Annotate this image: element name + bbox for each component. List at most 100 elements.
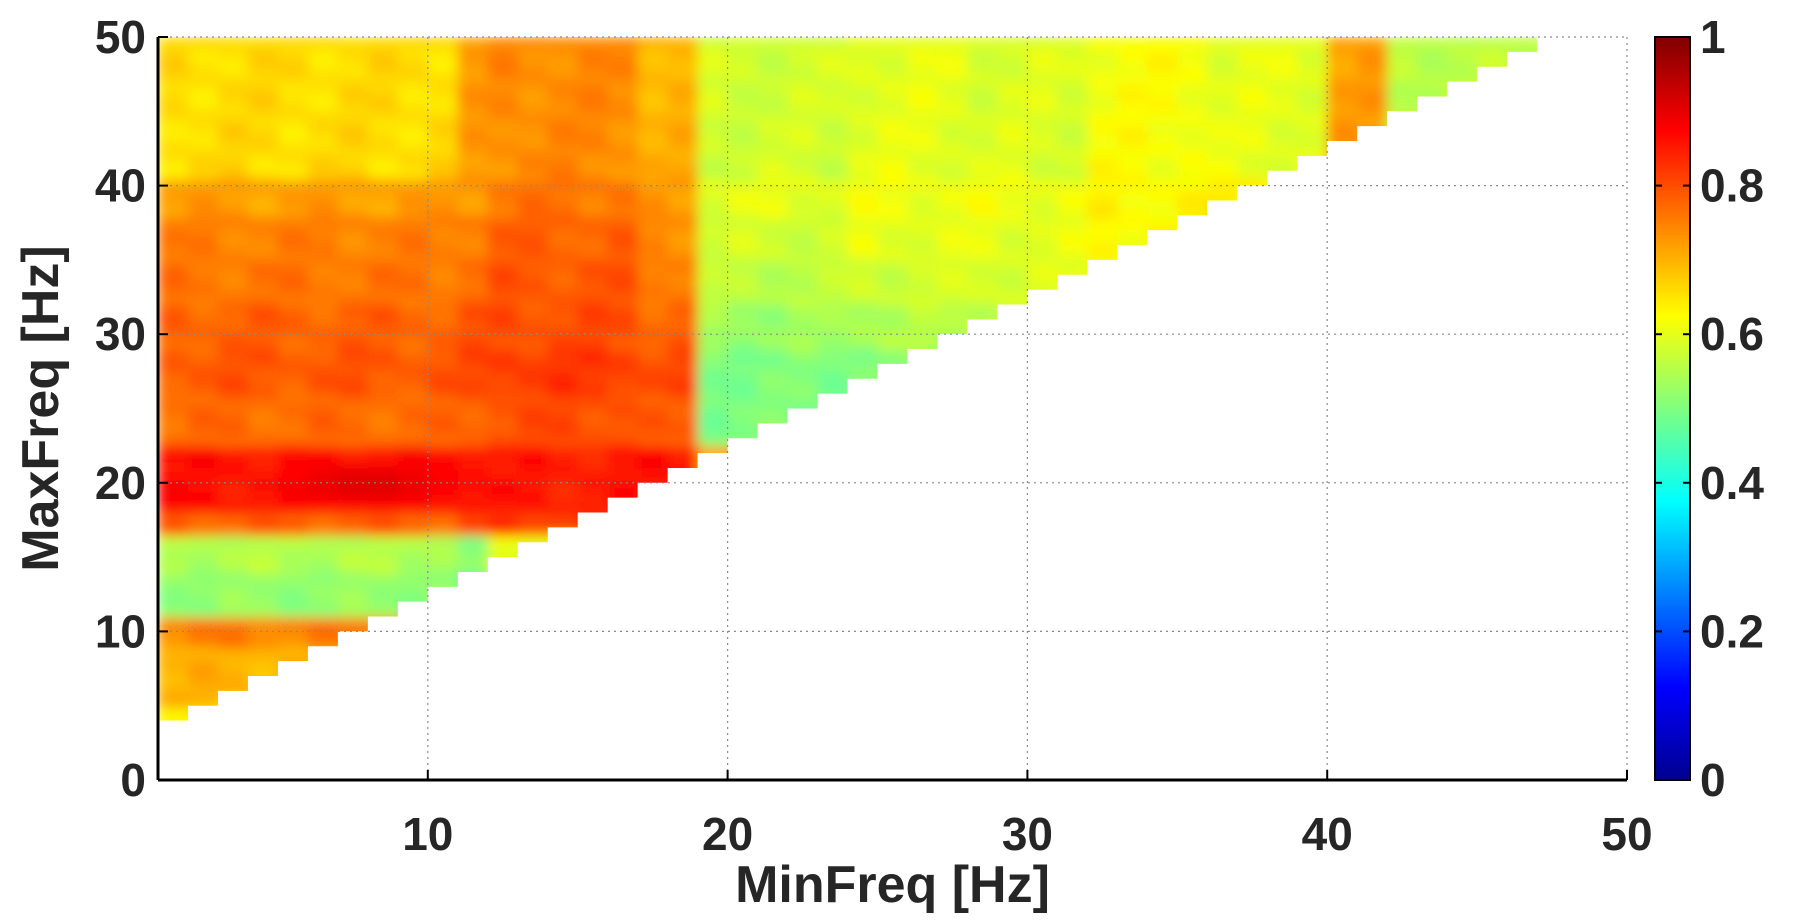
heatmap-cell [907, 215, 939, 224]
heatmap-cell [217, 475, 249, 484]
heatmap-cell [727, 319, 759, 328]
heatmap-cell [727, 148, 759, 157]
heatmap-cell [247, 616, 279, 625]
heatmap-cell [427, 482, 459, 492]
heatmap-cell [487, 482, 519, 492]
heatmap-cell [667, 111, 699, 120]
heatmap-cell [667, 170, 699, 180]
heatmap-cell [427, 230, 459, 239]
heatmap-cell [517, 505, 549, 514]
heatmap-cell [277, 341, 309, 351]
heatmap-cell [697, 81, 729, 91]
heatmap-cell [397, 245, 429, 254]
heatmap-cell [937, 178, 969, 187]
heatmap-cell [667, 304, 699, 313]
heatmap-cell [1537, 59, 1568, 68]
heatmap-cell [1297, 103, 1329, 113]
heatmap-cell [757, 96, 789, 105]
heatmap-cell [877, 319, 909, 328]
heatmap-cell [277, 96, 309, 105]
heatmap-cell [158, 653, 189, 663]
heatmap-cell [847, 401, 879, 410]
heatmap-cell [667, 230, 699, 239]
heatmap-cell [1057, 259, 1089, 269]
heatmap-cell [577, 193, 609, 202]
heatmap-cell [277, 66, 309, 76]
heatmap-cell [817, 126, 849, 135]
heatmap-cell [547, 126, 579, 135]
heatmap-cell [577, 282, 609, 291]
heatmap-cell [187, 609, 219, 618]
heatmap-cell [307, 378, 339, 388]
heatmap-cell [847, 259, 879, 269]
heatmap-cell [877, 311, 909, 321]
heatmap-cell [247, 274, 279, 284]
heatmap-cell [427, 178, 459, 187]
heatmap-cell [1147, 44, 1179, 53]
heatmap-cell [158, 259, 189, 269]
heatmap-cell [877, 200, 909, 209]
heatmap-cell [637, 141, 669, 150]
heatmap-cell [697, 482, 729, 492]
heatmap-cell [337, 51, 369, 61]
heatmap-cell [817, 163, 849, 172]
heatmap-cell [1057, 185, 1089, 195]
heatmap-cell [217, 371, 249, 380]
heatmap-cell [847, 81, 879, 91]
heatmap-cell [1417, 37, 1449, 46]
heatmap-cell [427, 579, 459, 588]
heatmap-cell [1267, 37, 1299, 46]
heatmap-cell [697, 423, 729, 432]
heatmap-cell [487, 356, 519, 365]
heatmap-cell [397, 282, 429, 291]
heatmap-cell [817, 356, 849, 365]
heatmap-cell [217, 178, 249, 187]
heatmap-cell [457, 148, 489, 157]
heatmap-cell [817, 207, 849, 217]
heatmap-cell [307, 594, 339, 603]
heatmap-cell [1147, 200, 1179, 209]
heatmap-cell [187, 467, 219, 477]
heatmap-cell [577, 259, 609, 269]
heatmap-cell [457, 349, 489, 358]
heatmap-cell [1297, 59, 1329, 68]
heatmap-cell [667, 430, 699, 440]
heatmap-cell [307, 66, 339, 76]
heatmap-cell [1267, 126, 1299, 135]
heatmap-cell [637, 259, 669, 269]
heatmap-cell [487, 453, 519, 462]
heatmap-cell [187, 378, 219, 388]
heatmap-cell [217, 237, 249, 247]
heatmap-cell [277, 334, 309, 343]
heatmap-cell [1387, 59, 1419, 68]
heatmap-cell [217, 356, 249, 365]
heatmap-cell [1057, 245, 1089, 254]
heatmap-cell [757, 311, 789, 321]
heatmap-cell [1027, 133, 1059, 143]
heatmap-cell [1027, 74, 1059, 83]
heatmap-cell [337, 497, 369, 507]
heatmap-cell [397, 193, 429, 202]
heatmap-cell [158, 319, 189, 328]
heatmap-cell [1507, 51, 1539, 61]
heatmap-cell [307, 245, 339, 254]
heatmap-cell [637, 304, 669, 313]
heatmap-cell [457, 126, 489, 135]
heatmap-cell [757, 44, 789, 53]
heatmap-cell [247, 237, 279, 247]
heatmap-cell [787, 170, 819, 180]
heatmap-cell [158, 586, 189, 596]
heatmap-cell [1027, 200, 1059, 209]
heatmap-cell [1057, 193, 1089, 202]
heatmap-cell [727, 200, 759, 209]
heatmap-cell [247, 51, 279, 61]
heatmap-cell [487, 557, 519, 566]
heatmap-cell [1207, 59, 1239, 68]
heatmap-cell [1267, 148, 1299, 157]
heatmap-cell [637, 319, 669, 328]
heatmap-cell [277, 289, 309, 299]
heatmap-cell [937, 356, 969, 365]
heatmap-cell [787, 133, 819, 143]
heatmap-cell [367, 423, 399, 432]
heatmap-cell [247, 623, 279, 633]
